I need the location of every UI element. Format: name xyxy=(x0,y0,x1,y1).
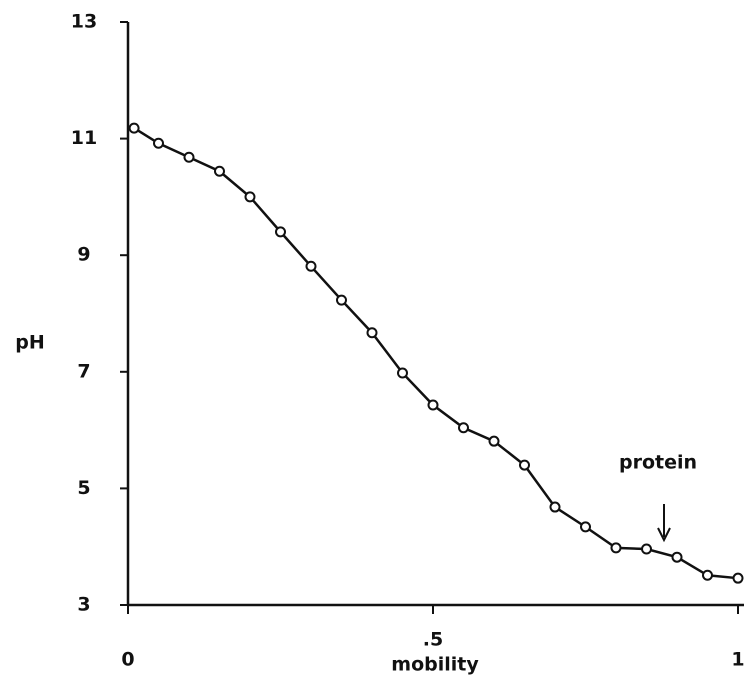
data-point xyxy=(153,137,164,149)
x-tick-label: 1 xyxy=(731,649,744,671)
y-tick-label: 5 xyxy=(77,477,90,499)
data-point xyxy=(732,572,744,584)
data-point xyxy=(128,122,140,134)
annotation: protein xyxy=(619,452,697,474)
y-axis-label: pH xyxy=(15,332,45,354)
data-point xyxy=(275,226,286,238)
y-tick-label: 7 xyxy=(77,360,90,382)
data-point xyxy=(488,435,500,447)
data-point xyxy=(366,327,378,339)
data-point xyxy=(214,165,225,177)
data-point xyxy=(427,399,439,411)
y-tick-label: 11 xyxy=(71,127,97,149)
data-point xyxy=(305,260,317,272)
y-tick-label: 13 xyxy=(71,11,97,33)
x-tick-label: 0 xyxy=(121,649,134,671)
data-point xyxy=(702,569,713,581)
data-point xyxy=(336,294,347,306)
data-point xyxy=(610,542,622,554)
y-tick-label: 3 xyxy=(77,594,90,616)
data-point xyxy=(244,191,256,203)
data-point xyxy=(397,367,408,379)
data-line xyxy=(133,127,739,580)
data-point xyxy=(519,459,530,471)
annotation-arrow xyxy=(657,504,671,543)
data-point xyxy=(671,551,683,563)
data-point xyxy=(580,521,591,533)
x-tick-label: .5 xyxy=(423,629,443,651)
data-point xyxy=(641,543,652,555)
y-tick-label: 9 xyxy=(77,244,90,266)
data-point xyxy=(549,501,561,513)
data-point xyxy=(183,151,195,163)
x-axis-label: mobility xyxy=(391,654,479,676)
data-point xyxy=(458,422,469,434)
